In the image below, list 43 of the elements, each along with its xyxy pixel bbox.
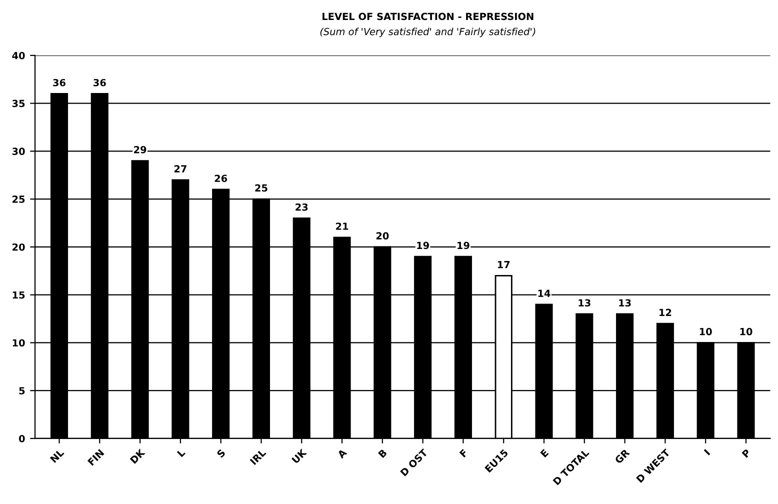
y-tick-label: 40 — [12, 52, 25, 60]
y-tick-label: 15 — [12, 291, 25, 299]
x-tick-label: L — [176, 448, 186, 458]
data-label: 26 — [214, 174, 228, 182]
data-label: 20 — [376, 232, 389, 240]
x-tick-label: E — [540, 448, 549, 458]
x-tick-label: DK — [130, 448, 146, 464]
data-label: 17 — [498, 261, 510, 268]
x-tick-label: B — [378, 448, 388, 458]
x-tick-label: A — [336, 448, 348, 459]
data-label: 14 — [538, 290, 550, 297]
data-label: 19 — [458, 242, 470, 250]
x-tick-label: I — [704, 449, 710, 456]
data-label: 13 — [578, 299, 590, 307]
data-label: 13 — [619, 299, 631, 307]
x-tick-label: F — [459, 448, 468, 458]
data-label: 27 — [174, 165, 186, 172]
x-tick-label: IRL — [250, 448, 266, 466]
data-label: 10 — [700, 328, 712, 336]
data-label: 29 — [134, 146, 146, 154]
y-tick-label: 20 — [12, 243, 25, 251]
x-tick-label: FIN — [87, 449, 104, 466]
chart-title: LEVEL OF SATISFACTION - REPRESSION — [322, 12, 534, 20]
data-label: 36 — [94, 78, 106, 86]
x-tick-label: S — [216, 448, 226, 458]
y-tick-label: 25 — [12, 196, 25, 203]
data-label: 10 — [740, 328, 752, 336]
data-label: 25 — [255, 184, 268, 192]
data-label: 36 — [53, 78, 66, 86]
y-tick-label: 5 — [19, 387, 25, 394]
y-tick-label: 30 — [12, 148, 25, 156]
x-tick-label: GR — [614, 448, 630, 464]
x-tick-label: P — [742, 448, 751, 458]
data-label: 19 — [417, 242, 429, 250]
data-label: 23 — [296, 203, 308, 211]
chart-subtitle: (Sum of 'Very satisfied' and 'Fairly satisfied') — [320, 28, 536, 38]
data-label: 12 — [660, 308, 672, 316]
data-label: 21 — [336, 222, 348, 230]
y-tick-label: 35 — [12, 100, 25, 108]
y-tick-label: 0 — [18, 434, 25, 442]
x-tick-label: NL — [50, 448, 64, 463]
y-tick-label: 10 — [12, 339, 25, 347]
x-tick-label: UK — [292, 448, 308, 464]
